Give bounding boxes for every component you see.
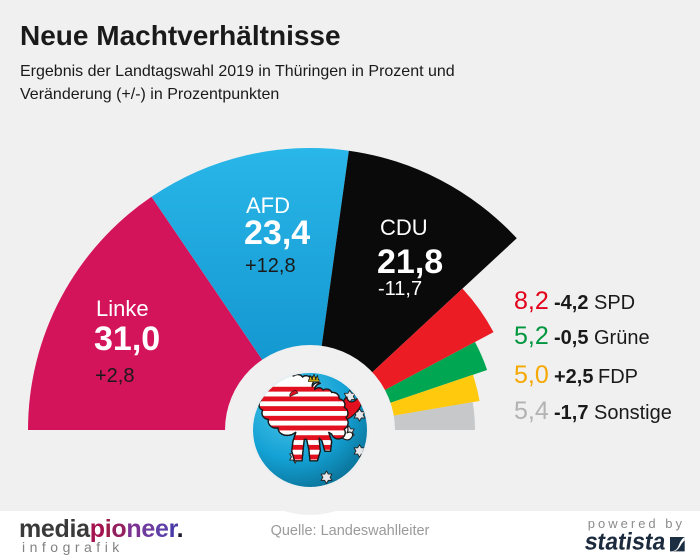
svg-text:8,2: 8,2 (514, 287, 549, 315)
svg-text:Sonstige: Sonstige (594, 402, 672, 424)
svg-text:5,4: 5,4 (514, 397, 549, 425)
svg-text:FDP: FDP (598, 366, 638, 388)
svg-text:5,2: 5,2 (514, 322, 549, 350)
svg-text:-11,7: -11,7 (378, 278, 422, 300)
svg-text:+2,5: +2,5 (554, 366, 593, 388)
svg-text:-1,7: -1,7 (554, 402, 588, 424)
svg-text:Grüne: Grüne (594, 327, 650, 349)
svg-text:Linke: Linke (96, 296, 149, 321)
svg-text:5,0: 5,0 (514, 361, 549, 389)
svg-text:SPD: SPD (594, 292, 635, 314)
svg-text:CDU: CDU (380, 215, 428, 240)
svg-text:+12,8: +12,8 (245, 255, 296, 277)
svg-text:-4,2: -4,2 (554, 292, 588, 314)
svg-text:+2,8: +2,8 (95, 365, 134, 387)
svg-text:-0,5: -0,5 (554, 327, 588, 349)
svg-text:23,4: 23,4 (244, 214, 310, 252)
svg-text:31,0: 31,0 (94, 320, 160, 358)
svg-text:21,8: 21,8 (377, 243, 443, 281)
